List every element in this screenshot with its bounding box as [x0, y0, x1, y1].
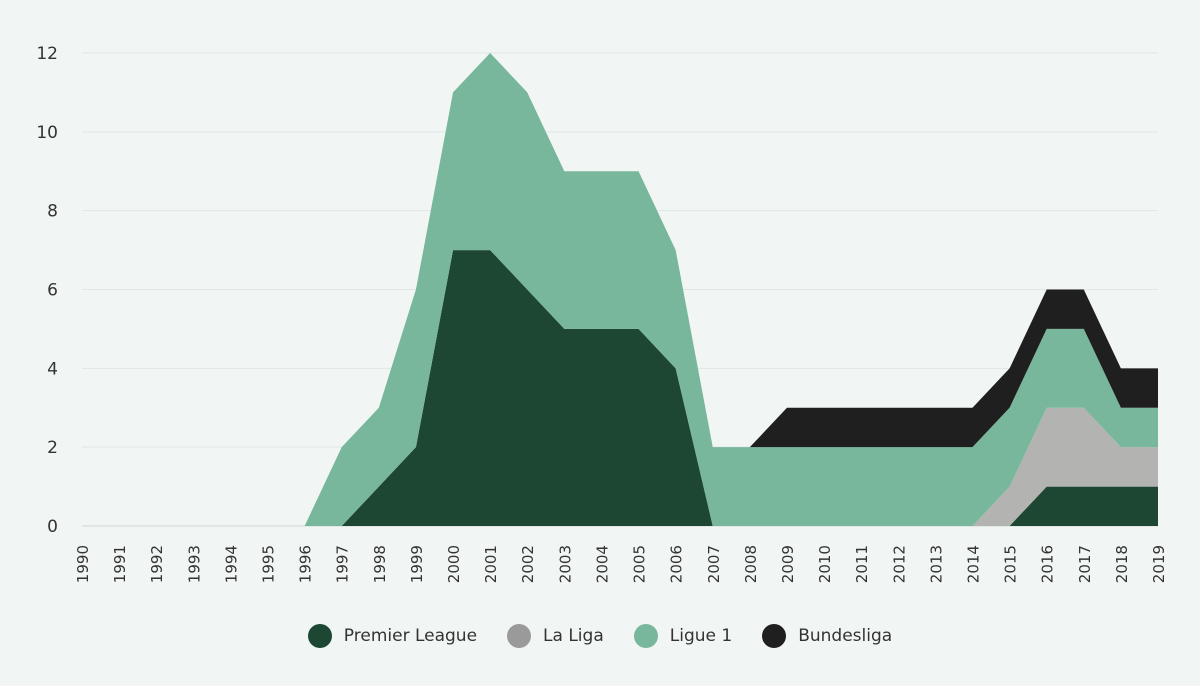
area-ligue-1 [82, 53, 1158, 526]
y-tick-label-10: 10 [36, 123, 58, 143]
x-tick-label-2014: 2014 [964, 545, 982, 583]
area-premier-league [82, 250, 1158, 527]
legend-swatch-la-liga [507, 624, 532, 648]
legend-swatch-bundesliga [762, 624, 787, 648]
y-tick-label-2: 2 [47, 438, 58, 458]
x-tick-label-2003: 2003 [556, 545, 574, 583]
x-tick-label-2018: 2018 [1113, 545, 1131, 583]
x-tick-label-1996: 1996 [297, 545, 315, 583]
legend-swatch-premier-league [307, 624, 332, 648]
x-tick-label-1991: 1991 [111, 545, 129, 583]
x-axis-ticks: 1990 1991 1992 1993 1994 1995 1996 1997 1998 1999… [74, 545, 1168, 583]
y-tick-label-4: 4 [47, 359, 58, 379]
x-tick-label-2010: 2010 [816, 545, 834, 583]
x-tick-label-2002: 2002 [519, 545, 537, 583]
x-tick-label-2001: 2001 [482, 545, 500, 583]
x-tick-label-1995: 1995 [260, 545, 278, 583]
legend-swatch-ligue-1 [633, 624, 658, 648]
legend-label-la-liga: La Liga [543, 626, 604, 646]
x-tick-label-1994: 1994 [222, 545, 240, 583]
legend-label-ligue-1: Ligue 1 [669, 626, 733, 646]
x-tick-label-1998: 1998 [371, 545, 389, 583]
legend-item-la-liga[interactable]: La Liga [507, 624, 604, 648]
x-tick-label-2005: 2005 [631, 545, 649, 583]
x-tick-label-2019: 2019 [1150, 545, 1168, 583]
x-tick-label-1993: 1993 [185, 545, 203, 583]
y-tick-label-8: 8 [47, 202, 58, 222]
y-tick-label-0: 0 [47, 517, 58, 537]
legend-label-premier-league: Premier League [343, 626, 478, 646]
y-tick-label-12: 12 [36, 44, 58, 64]
y-tick-label-6: 6 [47, 281, 58, 301]
legend: Premier League La Liga Ligue 1 Bundeslig… [0, 618, 1200, 654]
x-tick-label-1992: 1992 [148, 545, 166, 583]
legend-item-ligue-1[interactable]: Ligue 1 [633, 624, 733, 648]
x-tick-label-2006: 2006 [668, 545, 686, 583]
x-tick-label-2012: 2012 [890, 545, 908, 583]
x-tick-label-2007: 2007 [705, 545, 723, 583]
x-tick-label-2011: 2011 [853, 545, 871, 583]
x-tick-label-1990: 1990 [74, 545, 92, 583]
x-tick-label-2015: 2015 [1002, 545, 1020, 583]
y-axis-ticks: 0 2 4 6 8 10 12 [36, 44, 58, 537]
x-tick-label-2013: 2013 [927, 545, 945, 583]
x-tick-label-2008: 2008 [742, 545, 760, 583]
legend-label-bundesliga: Bundesliga [798, 626, 893, 646]
x-tick-label-1997: 1997 [334, 545, 352, 583]
area-bundesliga [82, 53, 1158, 526]
legend-item-bundesliga[interactable]: Bundesliga [762, 624, 892, 648]
x-tick-label-2017: 2017 [1076, 545, 1094, 583]
x-tick-label-2004: 2004 [593, 545, 611, 583]
x-tick-label-1999: 1999 [408, 545, 426, 583]
x-tick-label-2016: 2016 [1039, 545, 1057, 583]
x-tick-label-2009: 2009 [779, 545, 797, 583]
x-tick-label-2000: 2000 [445, 545, 463, 583]
area-series [82, 53, 1158, 527]
legend-item-premier-league[interactable]: Premier League [307, 624, 478, 648]
